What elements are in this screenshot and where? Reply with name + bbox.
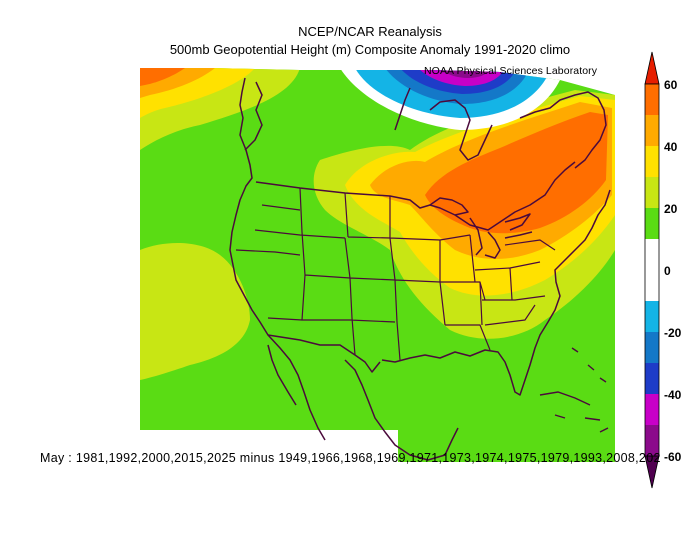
title-line-2: 500mb Geopotential Height (m) Composite … xyxy=(169,42,571,57)
bc-coastline xyxy=(244,81,263,151)
colorbar-label-40: 40 xyxy=(664,140,678,154)
colorbar-seg-neg50-neg40 xyxy=(645,394,659,425)
mexico-coastline xyxy=(344,359,459,461)
anomaly-band-50 xyxy=(140,68,185,86)
caribbean-islands xyxy=(539,347,609,433)
jamaica-outline xyxy=(554,414,566,419)
colorbar-top-arrow xyxy=(644,51,660,85)
colorbar-label-60: 60 xyxy=(664,78,678,92)
cuba-outline xyxy=(539,391,591,406)
baja-coastline xyxy=(267,344,297,406)
colorbar-label-neg60: -60 xyxy=(664,450,682,464)
colorbar-seg-neg60-neg50 xyxy=(645,425,659,456)
bahamas-outline xyxy=(571,347,607,383)
mexico-us-border xyxy=(267,334,381,373)
colorbar-label-neg40: -40 xyxy=(664,388,682,402)
colorbar-seg-0-10 xyxy=(645,239,659,270)
hudson-bay xyxy=(394,87,493,161)
anomaly-band-20-west xyxy=(140,243,250,380)
state-lines xyxy=(235,187,556,361)
colorbar-seg-30-40 xyxy=(645,146,659,177)
blank-southwest xyxy=(140,430,398,470)
anomaly-fill-field xyxy=(140,68,615,462)
map-outlines xyxy=(229,77,611,461)
colorbar-seg-neg40-neg30 xyxy=(645,363,659,394)
colorbar-seg-neg30-neg20 xyxy=(645,332,659,363)
canada-us-border xyxy=(255,161,576,231)
credit-label: NOAA Physical Sciences Laboratory xyxy=(424,65,598,77)
colorbar-frame xyxy=(644,83,660,457)
colorbar-label-0: 0 xyxy=(664,264,671,278)
anomaly-band-50-east xyxy=(425,112,608,234)
colorbar-label-20: 20 xyxy=(664,202,678,216)
colorbar-seg-20-30 xyxy=(645,177,659,208)
gulf-coastline xyxy=(381,189,611,396)
composite-years-caption: May : 1981,1992,2000,2015,2025 minus 194… xyxy=(40,451,661,465)
pacific-coastline xyxy=(229,77,326,441)
colorbar-seg-neg10-0 xyxy=(645,270,659,301)
colorbar-seg-neg20-neg10 xyxy=(645,301,659,332)
colorbar-seg-50-60 xyxy=(645,84,659,115)
title-line-1: NCEP/NCAR Reanalysis xyxy=(298,24,442,39)
great-lakes xyxy=(429,197,533,259)
island-outline-1 xyxy=(584,417,601,421)
island-outline-2 xyxy=(599,427,609,433)
labrador-coast xyxy=(519,91,607,169)
colorbar-label-neg20: -20 xyxy=(664,326,682,340)
colorbar-seg-40-50 xyxy=(645,115,659,146)
colorbar-seg-10-20 xyxy=(645,208,659,239)
